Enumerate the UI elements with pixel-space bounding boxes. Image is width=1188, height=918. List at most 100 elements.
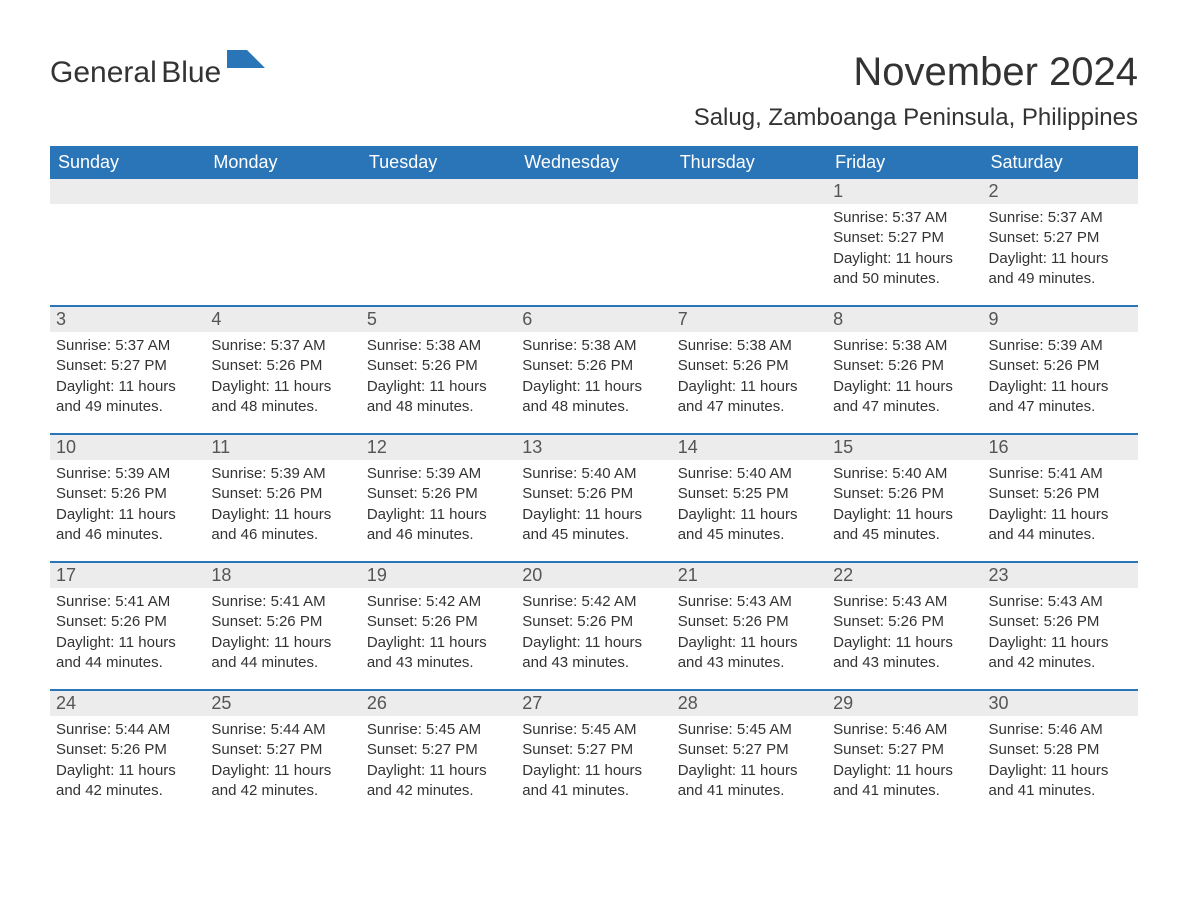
day-number: 16 (983, 435, 1138, 460)
sunset-line: Sunset: 5:26 PM (522, 356, 665, 376)
day-cell: 5Sunrise: 5:38 AMSunset: 5:26 PMDaylight… (361, 307, 516, 433)
day-details: Sunrise: 5:40 AMSunset: 5:26 PMDaylight:… (827, 460, 982, 551)
day-cell: 24Sunrise: 5:44 AMSunset: 5:26 PMDayligh… (50, 691, 205, 817)
sunrise-line: Sunrise: 5:42 AM (522, 592, 665, 612)
day-number: 7 (672, 307, 827, 332)
weekday-friday: Friday (827, 146, 982, 179)
day-cell: 3Sunrise: 5:37 AMSunset: 5:27 PMDaylight… (50, 307, 205, 433)
day-number: 11 (205, 435, 360, 460)
day-number: 18 (205, 563, 360, 588)
day-number: 23 (983, 563, 1138, 588)
daylight-line: Daylight: 11 hours and 41 minutes. (989, 761, 1132, 802)
day-details: Sunrise: 5:41 AMSunset: 5:26 PMDaylight:… (205, 588, 360, 679)
daylight-line: Daylight: 11 hours and 47 minutes. (833, 377, 976, 418)
daylight-line: Daylight: 11 hours and 45 minutes. (522, 505, 665, 546)
sunrise-line: Sunrise: 5:40 AM (678, 464, 821, 484)
week-row: 17Sunrise: 5:41 AMSunset: 5:26 PMDayligh… (50, 561, 1138, 689)
sunrise-line: Sunrise: 5:37 AM (833, 208, 976, 228)
day-number: 6 (516, 307, 671, 332)
daylight-line: Daylight: 11 hours and 43 minutes. (522, 633, 665, 674)
daylight-line: Daylight: 11 hours and 48 minutes. (211, 377, 354, 418)
sunrise-line: Sunrise: 5:43 AM (989, 592, 1132, 612)
day-number: 25 (205, 691, 360, 716)
sunrise-line: Sunrise: 5:38 AM (522, 336, 665, 356)
day-cell: 29Sunrise: 5:46 AMSunset: 5:27 PMDayligh… (827, 691, 982, 817)
daylight-line: Daylight: 11 hours and 43 minutes. (678, 633, 821, 674)
sunset-line: Sunset: 5:26 PM (989, 356, 1132, 376)
day-number: 13 (516, 435, 671, 460)
day-cell: 13Sunrise: 5:40 AMSunset: 5:26 PMDayligh… (516, 435, 671, 561)
sunrise-line: Sunrise: 5:43 AM (833, 592, 976, 612)
day-cell: 6 Sunrise: 5:38 AMSunset: 5:26 PMDaylight… (516, 307, 671, 433)
day-cell: 14Sunrise: 5:40 AMSunset: 5:25 PMDayligh… (672, 435, 827, 561)
daylight-line: Daylight: 11 hours and 41 minutes. (833, 761, 976, 802)
sunset-line: Sunset: 5:26 PM (989, 612, 1132, 632)
daylight-line: Daylight: 11 hours and 49 minutes. (56, 377, 199, 418)
daylight-line: Daylight: 11 hours and 41 minutes. (678, 761, 821, 802)
day-number: 1 (827, 179, 982, 204)
weekday-saturday: Saturday (983, 146, 1138, 179)
day-number: 15 (827, 435, 982, 460)
sunrise-line: Sunrise: 5:37 AM (211, 336, 354, 356)
day-cell: 10Sunrise: 5:39 AMSunset: 5:26 PMDayligh… (50, 435, 205, 561)
day-cell: 2Sunrise: 5:37 AMSunset: 5:27 PMDaylight… (983, 179, 1138, 305)
daylight-line: Daylight: 11 hours and 48 minutes. (522, 377, 665, 418)
day-details: Sunrise: 5:37 AMSunset: 5:26 PMDaylight:… (205, 332, 360, 423)
header: General Blue November 2024 (50, 50, 1138, 96)
day-cell: 27Sunrise: 5:45 AMSunset: 5:27 PMDayligh… (516, 691, 671, 817)
sunset-line: Sunset: 5:26 PM (211, 612, 354, 632)
day-cell: 9Sunrise: 5:39 AMSunset: 5:26 PMDaylight… (983, 307, 1138, 433)
sunset-line: Sunset: 5:26 PM (833, 356, 976, 376)
sunset-line: Sunset: 5:26 PM (833, 484, 976, 504)
day-cell: 16 Sunrise: 5:41 AMSunset: 5:26 PMDayligh… (983, 435, 1138, 561)
sunset-line: Sunset: 5:26 PM (989, 484, 1132, 504)
day-number: 17 (50, 563, 205, 588)
day-number: 5 (361, 307, 516, 332)
day-details: Sunrise: 5:37 AMSunset: 5:27 PMDaylight:… (983, 204, 1138, 295)
day-number: 19 (361, 563, 516, 588)
day-details: Sunrise: 5:45 AMSunset: 5:27 PMDaylight:… (516, 716, 671, 807)
daylight-line: Daylight: 11 hours and 42 minutes. (211, 761, 354, 802)
day-cell: 21Sunrise: 5:43 AMSunset: 5:26 PMDayligh… (672, 563, 827, 689)
sunrise-line: Sunrise: 5:38 AM (678, 336, 821, 356)
day-number: 29 (827, 691, 982, 716)
sunrise-line: Sunrise: 5:37 AM (56, 336, 199, 356)
day-cell: 18Sunrise: 5:41 AMSunset: 5:26 PMDayligh… (205, 563, 360, 689)
day-cell: 4Sunrise: 5:37 AMSunset: 5:26 PMDaylight… (205, 307, 360, 433)
sunset-line: Sunset: 5:27 PM (211, 740, 354, 760)
week-row: 3Sunrise: 5:37 AMSunset: 5:27 PMDaylight… (50, 305, 1138, 433)
daylight-line: Daylight: 11 hours and 46 minutes. (56, 505, 199, 546)
sunrise-line: Sunrise: 5:41 AM (989, 464, 1132, 484)
day-details: Sunrise: 5:41 AMSunset: 5:26 PMDaylight:… (50, 588, 205, 679)
day-cell: 22Sunrise: 5:43 AMSunset: 5:26 PMDayligh… (827, 563, 982, 689)
day-details: Sunrise: 5:39 AMSunset: 5:26 PMDaylight:… (361, 460, 516, 551)
day-cell: 15Sunrise: 5:40 AMSunset: 5:26 PMDayligh… (827, 435, 982, 561)
sunset-line: Sunset: 5:26 PM (367, 612, 510, 632)
day-number: 10 (50, 435, 205, 460)
day-details: Sunrise: 5:44 AMSunset: 5:27 PMDaylight:… (205, 716, 360, 807)
sunset-line: Sunset: 5:28 PM (989, 740, 1132, 760)
day-cell: 30 Sunrise: 5:46 AMSunset: 5:28 PMDayligh… (983, 691, 1138, 817)
day-cell: 8Sunrise: 5:38 AMSunset: 5:26 PMDaylight… (827, 307, 982, 433)
sunrise-line: Sunrise: 5:45 AM (367, 720, 510, 740)
sunrise-line: Sunrise: 5:46 AM (989, 720, 1132, 740)
day-details: Sunrise: 5:38 AMSunset: 5:26 PMDaylight:… (672, 332, 827, 423)
day-number: 3 (50, 307, 205, 332)
day-number: 30 (983, 691, 1138, 716)
day-number: 8 (827, 307, 982, 332)
daylight-line: Daylight: 11 hours and 42 minutes. (989, 633, 1132, 674)
day-details: Sunrise: 5:43 AMSunset: 5:26 PMDaylight:… (827, 588, 982, 679)
brand-name-1: General (50, 56, 157, 89)
sunset-line: Sunset: 5:26 PM (211, 484, 354, 504)
day-details: Sunrise: 5:39 AMSunset: 5:26 PMDaylight:… (205, 460, 360, 551)
day-number: 22 (827, 563, 982, 588)
daylight-line: Daylight: 11 hours and 43 minutes. (367, 633, 510, 674)
day-cell: 11Sunrise: 5:39 AMSunset: 5:26 PMDayligh… (205, 435, 360, 561)
day-cell: 1Sunrise: 5:37 AMSunset: 5:27 PMDaylight… (827, 179, 982, 305)
sunset-line: Sunset: 5:26 PM (56, 740, 199, 760)
day-details: Sunrise: 5:43 AMSunset: 5:26 PMDaylight:… (672, 588, 827, 679)
day-number: 2 (983, 179, 1138, 204)
daylight-line: Daylight: 11 hours and 44 minutes. (989, 505, 1132, 546)
daylight-line: Daylight: 11 hours and 47 minutes. (989, 377, 1132, 418)
brand-logo: General Blue (50, 50, 265, 96)
